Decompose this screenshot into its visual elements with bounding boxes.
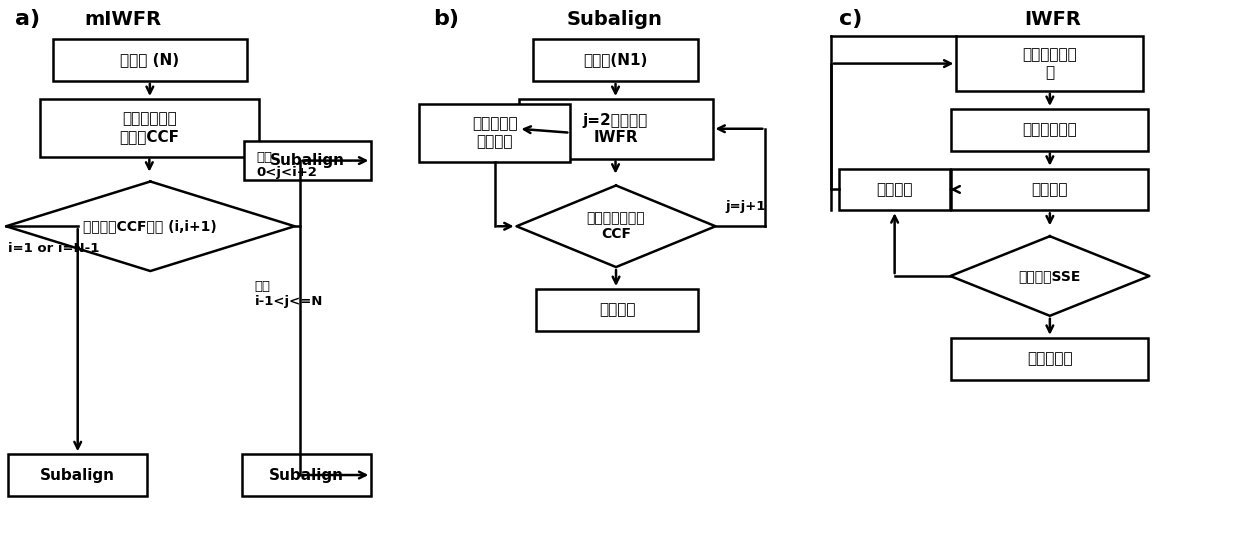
Text: 搜索最大CCF系数 (i,i+1): 搜索最大CCF系数 (i,i+1) bbox=[83, 220, 217, 234]
Bar bbox=[53, 39, 247, 81]
Bar bbox=[518, 99, 713, 158]
Bar bbox=[244, 141, 371, 180]
Text: 计算误差SSE: 计算误差SSE bbox=[1019, 269, 1081, 283]
Text: 系列像 (N): 系列像 (N) bbox=[120, 53, 180, 68]
Text: Subalign: Subalign bbox=[270, 153, 345, 168]
Text: a): a) bbox=[15, 10, 40, 29]
Bar bbox=[40, 99, 259, 157]
Text: 最终配准: 最终配准 bbox=[599, 302, 635, 318]
Bar bbox=[951, 338, 1148, 380]
Text: Subalign: Subalign bbox=[40, 468, 115, 483]
Text: mIWFR: mIWFR bbox=[84, 10, 161, 29]
Bar bbox=[951, 109, 1148, 151]
Text: 替换振幅: 替换振幅 bbox=[877, 182, 913, 197]
Text: i=1 or i=N-1: i=1 or i=N-1 bbox=[7, 242, 99, 255]
Text: IWFR: IWFR bbox=[1024, 10, 1081, 29]
Text: 图像
0<j<i+2: 图像 0<j<i+2 bbox=[257, 151, 317, 179]
Text: 图像
i-1<j<=N: 图像 i-1<j<=N bbox=[255, 280, 324, 308]
Text: Subalign: Subalign bbox=[269, 468, 343, 483]
Bar bbox=[7, 454, 148, 496]
Text: 配准后的系列
像: 配准后的系列 像 bbox=[1023, 48, 1078, 80]
Text: b): b) bbox=[433, 10, 459, 29]
Text: 出射波函数: 出射波函数 bbox=[1027, 351, 1073, 366]
Text: 传播至下一
个像平面: 传播至下一 个像平面 bbox=[471, 116, 517, 149]
Bar bbox=[951, 169, 1148, 211]
Text: j=2张图像做
IWFR: j=2张图像做 IWFR bbox=[583, 113, 649, 145]
Bar bbox=[956, 36, 1143, 91]
Text: 系列像相邻两
张图像CCF: 系列像相邻两 张图像CCF bbox=[119, 111, 180, 144]
Text: 计算图像: 计算图像 bbox=[1032, 182, 1068, 197]
Text: 重构的波函数: 重构的波函数 bbox=[1023, 122, 1078, 137]
Text: 与下一张图像做
CCF: 与下一张图像做 CCF bbox=[587, 211, 645, 241]
Text: Subalign: Subalign bbox=[567, 10, 663, 29]
Bar bbox=[839, 169, 950, 211]
Text: c): c) bbox=[839, 10, 862, 29]
Text: 系列像(N1): 系列像(N1) bbox=[583, 53, 647, 68]
Text: j=j+1: j=j+1 bbox=[725, 200, 766, 213]
Bar bbox=[242, 454, 371, 496]
Bar bbox=[533, 39, 698, 81]
Bar bbox=[419, 104, 570, 162]
Bar bbox=[537, 289, 698, 331]
